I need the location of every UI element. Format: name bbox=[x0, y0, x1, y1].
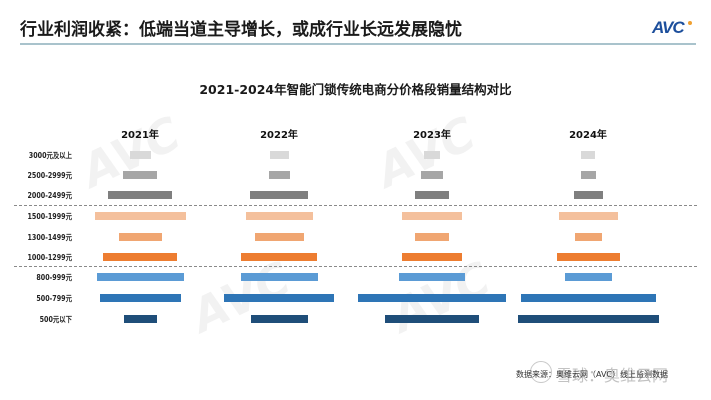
bar bbox=[269, 151, 289, 159]
group-separator bbox=[14, 205, 697, 206]
bar bbox=[245, 212, 313, 220]
bar bbox=[399, 273, 465, 281]
year-header: 2024年 bbox=[569, 130, 607, 141]
chart-title: 2021-2024年智能门锁传统电商分价格段销量结构对比 bbox=[199, 82, 512, 97]
bar bbox=[402, 253, 462, 261]
bar bbox=[385, 315, 479, 323]
bar bbox=[241, 253, 317, 261]
xueqiu-watermark-icon bbox=[530, 361, 552, 383]
bar bbox=[581, 151, 595, 159]
year-header: 2021年 bbox=[121, 130, 159, 141]
bar bbox=[574, 233, 602, 241]
year-header: 2022年 bbox=[260, 130, 298, 141]
bar bbox=[517, 315, 659, 323]
bar bbox=[415, 233, 449, 241]
row-label: 1000-1299元 bbox=[27, 253, 73, 262]
group-separator bbox=[14, 266, 697, 267]
row-label: 1300-1499元 bbox=[27, 233, 73, 242]
row-label: 800-999元 bbox=[36, 273, 72, 282]
bar bbox=[108, 191, 172, 199]
bar bbox=[96, 273, 184, 281]
bar bbox=[99, 294, 181, 302]
bar bbox=[250, 191, 308, 199]
xueqiu-watermark: 雪球：奥维云网 bbox=[556, 366, 669, 385]
bar bbox=[123, 171, 157, 179]
bar bbox=[268, 171, 290, 179]
bar bbox=[254, 233, 304, 241]
bar bbox=[573, 191, 603, 199]
bar bbox=[103, 253, 177, 261]
avc-logo: AVC bbox=[652, 18, 685, 37]
bar bbox=[564, 273, 612, 281]
bar bbox=[424, 151, 440, 159]
row-label: 500-799元 bbox=[36, 294, 72, 303]
row-label: 500元以下 bbox=[39, 315, 72, 324]
bar bbox=[556, 253, 620, 261]
bar bbox=[558, 212, 618, 220]
bar bbox=[224, 294, 334, 302]
bar bbox=[250, 315, 308, 323]
row-label: 2500-2999元 bbox=[27, 171, 73, 180]
header-title: 行业利润收紧：低端当道主导增长，或成行业长远发展隐忧 bbox=[20, 20, 462, 40]
bar bbox=[123, 315, 157, 323]
bar bbox=[358, 294, 506, 302]
bar bbox=[402, 212, 462, 220]
row-label: 3000元及以上 bbox=[28, 151, 73, 160]
bar bbox=[520, 294, 656, 302]
header-rule bbox=[20, 43, 696, 45]
bar bbox=[129, 151, 151, 159]
bar bbox=[415, 191, 449, 199]
row-label: 2000-2499元 bbox=[27, 191, 73, 200]
row-label: 1500-1999元 bbox=[27, 212, 73, 221]
bar bbox=[421, 171, 443, 179]
bar bbox=[580, 171, 596, 179]
data-source-note: 数据来源：奥维云网（AVC）线上监测数据 bbox=[516, 370, 669, 379]
bar bbox=[94, 212, 186, 220]
year-header: 2023年 bbox=[413, 130, 451, 141]
avc-logo-dot-icon bbox=[688, 21, 692, 25]
bar bbox=[118, 233, 162, 241]
bar bbox=[240, 273, 318, 281]
